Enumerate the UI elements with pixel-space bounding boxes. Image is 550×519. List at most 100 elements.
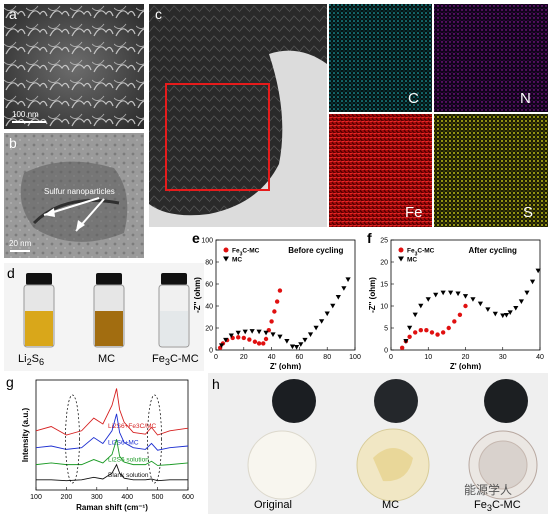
scale-bar-a: 100 nm (12, 110, 39, 119)
dashed-ellipse (147, 394, 162, 484)
data-point (507, 310, 513, 315)
y-tick-label: 20 (205, 326, 213, 333)
y-tick-label: 5 (384, 326, 388, 333)
vial-label-li2s6: Li2S6 (18, 353, 45, 368)
data-point (249, 329, 255, 334)
panel-label-a: a (9, 6, 17, 22)
x-axis-label: Z' (ohm) (270, 362, 302, 370)
data-point (399, 345, 405, 350)
data-point (435, 332, 440, 337)
data-point (403, 339, 409, 344)
y-axis-label: Intensity (a.u.) (21, 408, 30, 463)
data-point (289, 344, 296, 350)
raman-chart: 100 200 300 400 500 600 Raman shift (cm⁻¹) Inte… (21, 379, 194, 512)
data-point (524, 290, 530, 296)
data-point (518, 299, 524, 304)
data-point (433, 292, 439, 298)
data-point (269, 319, 274, 324)
panel-a: a 100 nm (4, 4, 144, 129)
data-point (477, 301, 483, 307)
data-point (252, 339, 258, 344)
x-tick-label: 80 (323, 354, 331, 361)
tem-image (4, 133, 144, 258)
data-point (307, 332, 314, 337)
x-tick-label: 60 (296, 354, 304, 361)
data-point (302, 337, 308, 343)
panel-h: h Original MC Fe3C-MC 能源学人 (208, 373, 548, 514)
panel-c: c C N Fe S (149, 4, 548, 227)
disk-label-mc: MC (382, 499, 400, 511)
x-tick-label: 10 (424, 354, 432, 361)
data-point (256, 329, 262, 335)
data-point (424, 328, 429, 333)
legend-entry: MC (407, 257, 417, 264)
x-axis-label: Raman shift (cm⁻¹) (76, 503, 148, 512)
data-point (313, 325, 319, 331)
y-tick-label: 80 (205, 260, 213, 267)
legend-marker (223, 256, 229, 262)
panel-label-g: g (6, 374, 14, 390)
data-point (407, 325, 413, 331)
y-tick-label: 10 (380, 304, 388, 311)
plot-frame (35, 379, 189, 491)
plot-frame (215, 239, 356, 351)
panel-e: e 0 20 40 60 80 100 0 20 40 60 80 100 Z' (ohm) -Z'' (… (190, 228, 365, 371)
series-line (36, 463, 188, 482)
x-tick-label: 40 (268, 354, 276, 361)
data-point (500, 313, 506, 319)
data-point (274, 299, 280, 304)
data-point (455, 291, 461, 297)
vials-photo (23, 273, 190, 348)
y-axis-label: -Z'' (ohm) (368, 277, 377, 313)
panel-f: f 0 10 20 30 40 0 5 10 15 20 25 Z' (ohm) -Z'' (ohm) A… (365, 228, 548, 371)
data-point (284, 339, 290, 344)
sulfur-annotation: Sulfur nanoparticles (44, 187, 115, 196)
data-point (272, 309, 277, 314)
data-point (418, 328, 423, 333)
x-tick-label: 100 (30, 494, 42, 501)
data-point (529, 279, 536, 285)
panel-label-e: e (192, 230, 200, 246)
sem-image (4, 4, 144, 129)
x-tick-label: 100 (349, 354, 361, 361)
y-tick-label: 25 (380, 238, 388, 245)
series-line (35, 439, 189, 466)
series-line (35, 413, 189, 451)
map-label-s: S (523, 204, 534, 221)
data-point (218, 343, 225, 348)
x-tick-label: 20 (240, 354, 248, 361)
data-point (463, 303, 468, 309)
chart-title: After cycling (468, 246, 517, 255)
legend-marker (398, 256, 404, 262)
data-point (277, 288, 283, 293)
y-tick-label: 20 (380, 260, 388, 267)
data-point (247, 337, 252, 342)
data-point (242, 329, 248, 335)
series-label: Li2S6+Fe3C/MC (108, 423, 157, 430)
y-tick-label: 100 (201, 238, 213, 245)
map-label-n: N (520, 90, 531, 107)
data-point (335, 295, 341, 300)
tem-overview-image (149, 4, 548, 227)
x-axis-label: Z' (ohm) (450, 362, 482, 370)
x-tick-label: 40 (536, 354, 544, 361)
disk-label-fe3c-mc: Fe3C-MC (474, 499, 521, 514)
y-tick-label: 40 (205, 304, 213, 311)
x-tick-label: 300 (91, 494, 103, 501)
data-point (535, 268, 541, 274)
vial-label-mc: MC (98, 353, 116, 365)
x-tick-label: 0 (389, 354, 393, 361)
data-point (407, 334, 412, 339)
data-point (448, 290, 454, 296)
data-point (345, 277, 351, 282)
data-point (492, 311, 498, 317)
data-point (452, 319, 457, 324)
data-point (341, 286, 347, 291)
data-point (270, 332, 276, 337)
data-point (425, 297, 431, 302)
legend-entry: Fe3C-MC (407, 248, 435, 258)
panel-d: d Li2S6 MC Fe3C-MC (4, 263, 204, 371)
data-point (256, 341, 262, 346)
data-point (319, 319, 325, 324)
panel-b: b Sulfur nanoparticles 20 nm (4, 133, 144, 258)
